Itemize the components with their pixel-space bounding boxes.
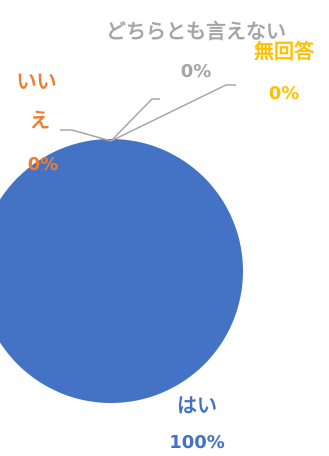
data-label-mukaitou: 0%	[269, 83, 300, 104]
data-label-iie: 0%	[28, 154, 59, 175]
category-label-dochiratomo: どちらとも言えない	[106, 19, 286, 43]
pie-slices	[0, 139, 243, 403]
category-label-iie-line1: いい	[17, 69, 57, 93]
leader-line-mukaitou	[110, 84, 236, 142]
leader-line-dochiratomo	[110, 98, 160, 142]
category-label-iie-line2: え	[30, 108, 50, 132]
pie-slice-0	[0, 139, 243, 403]
category-label-mukaitou: 無回答	[254, 39, 315, 63]
data-label-hai: 100%	[169, 432, 225, 452]
leader-lines	[60, 84, 236, 142]
leader-line-iie	[60, 129, 112, 142]
category-label-hai: はい	[177, 393, 217, 417]
data-label-dochiratomo: 0%	[181, 61, 212, 82]
category-label-iie: いい え	[17, 69, 64, 132]
